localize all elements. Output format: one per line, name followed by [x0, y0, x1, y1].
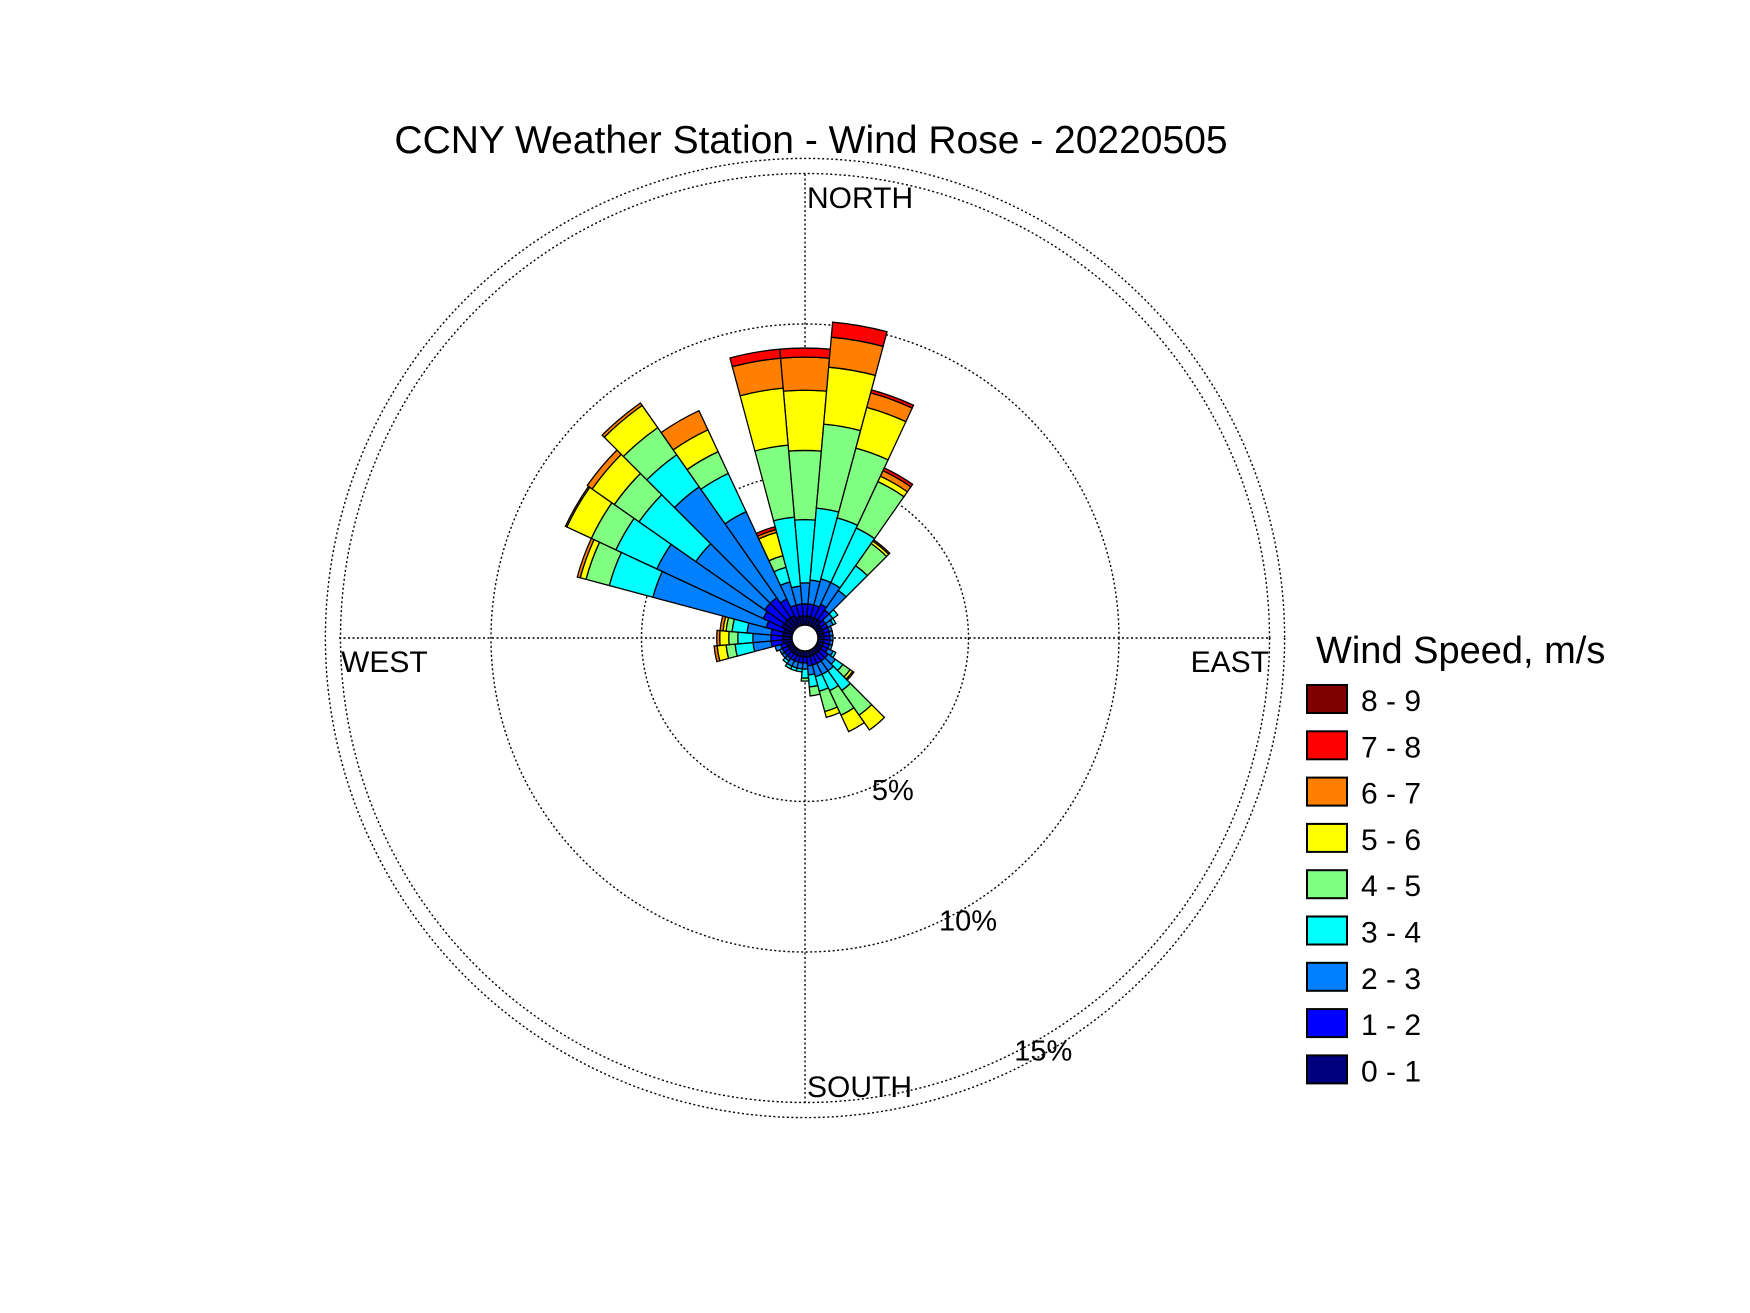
radial-tick-label: 10% [939, 905, 997, 937]
legend-label: 7 - 8 [1361, 731, 1421, 764]
wind-sector-segment [830, 321, 888, 348]
chart-title: CCNY Weather Station - Wind Rose - 20220… [394, 119, 1227, 162]
legend-label: 3 - 4 [1361, 917, 1421, 950]
legend-swatch [1306, 961, 1348, 992]
wind-sector-segment [871, 538, 891, 556]
wind-sector-segment [734, 641, 756, 657]
wind-rose-sectors [564, 321, 915, 733]
wind-sector-segment [739, 387, 789, 452]
wind-sector-segment [779, 347, 831, 359]
legend-label: 4 - 5 [1361, 870, 1421, 903]
grid-ring [324, 157, 1286, 1119]
legend-swatch [1306, 1054, 1348, 1085]
wind-sector-segment [719, 629, 730, 647]
legend-label: 5 - 6 [1361, 824, 1421, 857]
wind-sector-segment [869, 389, 915, 409]
wind-sector-segment [840, 706, 866, 733]
legend-swatch [1306, 1008, 1348, 1039]
radial-tick-label: 15% [1014, 1036, 1072, 1068]
wind-sector-segment [858, 703, 886, 731]
legend-swatch [1306, 869, 1348, 900]
legend-label: 8 - 9 [1361, 685, 1421, 718]
legend-label: 6 - 7 [1361, 778, 1421, 811]
radial-tick-labels: 5% 10% 15% [872, 775, 1072, 1068]
compass-label-north: NORTH [807, 182, 913, 215]
wind-sector-segment [782, 389, 828, 452]
compass-label-south: SOUTH [807, 1071, 912, 1104]
radial-tick-label: 5% [872, 775, 914, 807]
wind-sector-segment [882, 467, 914, 488]
legend-swatch [1306, 822, 1348, 853]
wind-sector-segment [601, 402, 644, 439]
legend-swatch [1306, 776, 1348, 807]
wind-sector-segment [729, 348, 782, 368]
wind-sector-segment [754, 444, 796, 522]
wind-sector-segment [829, 617, 837, 626]
wind-sector-segment [713, 644, 721, 663]
legend-swatch [1306, 915, 1348, 946]
legend-swatch [1306, 730, 1348, 761]
wind-sector-segment [716, 629, 721, 647]
wind-sector-segment [782, 656, 790, 665]
legend-label: 0 - 1 [1361, 1055, 1421, 1088]
wind-sector-segment [823, 706, 841, 719]
calm-center-circle [791, 624, 819, 652]
legend-label: 2 - 3 [1361, 963, 1421, 996]
wind-sector-segment [808, 684, 821, 697]
legend-swatch [1306, 684, 1348, 714]
wind-sector-segment [779, 356, 831, 392]
wind-sector-segment [728, 630, 739, 646]
legend-title: Wind Speed, m/s [1316, 630, 1605, 672]
wind-sector-segment [828, 608, 839, 620]
compass-label-west: WEST [341, 646, 428, 679]
wind-sector-segment [660, 409, 709, 451]
wind-sector-segment [800, 677, 810, 682]
legend: 8 - 9 7 - 8 6 - 7 5 - 6 4 - 5 3 - 4 2 - 3 1 - 2… [1306, 684, 1421, 1088]
compass-label-east: EAST [1191, 646, 1269, 679]
wind-sector-segment [784, 662, 793, 670]
legend-label: 1 - 2 [1361, 1009, 1421, 1042]
